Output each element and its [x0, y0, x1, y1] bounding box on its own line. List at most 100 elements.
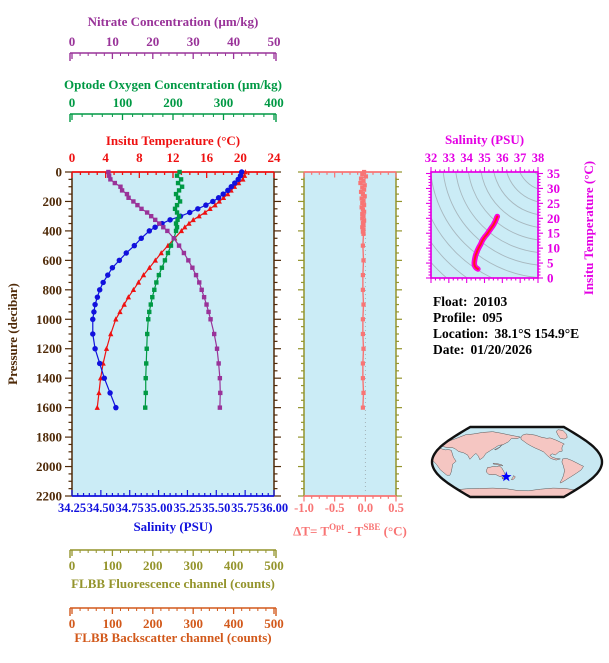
nitrate-data-marker — [216, 361, 221, 366]
nitrate-data-marker — [217, 375, 223, 381]
oxygen-data-marker — [150, 294, 155, 300]
oxygen-data-marker — [156, 272, 162, 278]
nitrate-data-marker — [112, 180, 118, 186]
delta-t-data-marker — [361, 390, 366, 396]
date-label: Date: — [433, 342, 465, 357]
delta-t-data-marker — [360, 225, 365, 230]
map-land — [432, 429, 584, 497]
map-landmass-south-america — [559, 458, 584, 484]
salinity-data-marker — [92, 345, 98, 352]
nitrate-data-marker — [199, 287, 204, 293]
tick-label: -0.5 — [325, 501, 345, 515]
delta-t-data-marker — [361, 178, 366, 183]
tick-label: 32 — [425, 151, 438, 165]
salinity-data-marker — [96, 287, 103, 293]
tick-label: 36 — [496, 151, 509, 165]
date-value: 01/20/2026 — [470, 342, 532, 357]
salinity-axis-title: Salinity (PSU) — [133, 519, 213, 534]
salinity-data-marker — [105, 272, 111, 278]
delta-t-title-pre: ΔT= T — [293, 523, 330, 539]
oxygen-data-marker — [174, 202, 180, 208]
oxygen-data-marker — [168, 243, 174, 248]
temperature-data-marker — [121, 301, 127, 307]
tick-label: 0 — [69, 558, 76, 573]
oxygen-data-marker — [179, 184, 185, 189]
nitrate-data-marker — [197, 280, 202, 285]
salinity-data-marker — [92, 301, 98, 308]
tick-label: 500 — [264, 558, 284, 573]
nitrate-data-marker — [201, 294, 207, 300]
delta-t-title-sup-opt: Opt — [329, 522, 345, 532]
tick-label: 12 — [167, 150, 180, 165]
delta-t-data-marker — [362, 203, 367, 208]
tick-label: 50 — [268, 34, 281, 49]
nitrate-data-marker — [212, 331, 217, 337]
pressure-tick-label: 400 — [43, 223, 63, 238]
delta-t-data-marker — [360, 172, 365, 177]
float-location-star-marker — [501, 471, 512, 482]
delta-t-data-marker — [362, 194, 367, 199]
nitrate-data-marker — [139, 206, 144, 212]
tick-label: 20 — [234, 150, 247, 165]
ts-curve — [471, 213, 501, 272]
delta-t-title-sup-sbe: SBE — [363, 522, 381, 532]
oxygen-data-marker — [148, 302, 153, 307]
tick-label: 10 — [106, 34, 119, 49]
tick-label: 34.75 — [116, 501, 144, 515]
temperature-data-marker — [113, 316, 119, 322]
salinity-data-marker — [113, 404, 119, 411]
salinity-data-marker — [210, 198, 216, 205]
delta-t-data-marker — [360, 207, 365, 212]
tick-label: 33 — [443, 151, 456, 165]
pressure-tick-label: 200 — [43, 194, 63, 209]
ts-salinity-axis-title: Salinity (PSU) — [444, 132, 525, 147]
fluorescence-axis-title: FLBB Fluorescence channel (counts) — [71, 576, 275, 591]
oxygen-data-marker — [146, 317, 151, 322]
nitrate-data-marker — [206, 309, 211, 315]
delta-t-data-marker — [360, 361, 365, 366]
delta-t-data-marker — [362, 183, 367, 188]
oxygen-data-marker — [145, 331, 150, 337]
salinity-data-marker — [220, 191, 226, 197]
salinity-data-marker — [228, 183, 235, 190]
delta-t-plot-background — [304, 172, 396, 496]
salinity-data-marker — [94, 294, 101, 300]
salinity-data-marker — [96, 360, 103, 367]
tick-label: 35 — [478, 151, 491, 165]
salinity-data-marker — [235, 176, 241, 183]
tick-label: 4 — [102, 150, 109, 165]
nitrate-data-marker — [157, 221, 162, 226]
delta-t-data-marker — [362, 209, 367, 214]
salinity-data-marker — [101, 375, 108, 381]
oxygen-data-marker — [172, 206, 178, 212]
salinity-data-marker — [146, 228, 153, 234]
map-landmass-australia — [486, 465, 506, 478]
oxygen-data-marker — [144, 346, 149, 351]
salinity-data-marker — [195, 206, 201, 212]
nitrate-data-marker — [214, 346, 220, 351]
map-landmass-tasmania — [501, 477, 505, 480]
nitrate-data-marker — [218, 390, 223, 396]
tick-label: 400 — [264, 95, 284, 110]
tick-label: 36.00 — [260, 501, 288, 515]
oxygen-data-marker — [173, 191, 179, 197]
delta-t-data-marker — [361, 258, 366, 263]
tick-label: 400 — [224, 558, 244, 573]
temperature-data-marker — [220, 194, 227, 200]
delta-t-data-marker — [363, 174, 369, 179]
tick-label: -1.0 — [294, 501, 314, 515]
salinity-data-marker — [187, 209, 193, 216]
tick-label: 300 — [183, 558, 203, 573]
temperature-data-marker — [117, 309, 123, 315]
tick-label: 35.00 — [145, 501, 173, 515]
temperature-data-marker — [146, 264, 153, 270]
tick-label: 16 — [200, 150, 214, 165]
float-info-line-float: Float: 20103 — [433, 294, 579, 310]
oxygen-data-marker — [162, 258, 168, 263]
salinity-data-marker — [109, 264, 116, 271]
float-info-line-location: Location: 38.1°S 154.9°E — [433, 326, 579, 342]
nitrate-data-marker — [124, 191, 130, 197]
map-landmass-africa — [432, 447, 457, 476]
tick-label: 34.50 — [87, 501, 115, 515]
